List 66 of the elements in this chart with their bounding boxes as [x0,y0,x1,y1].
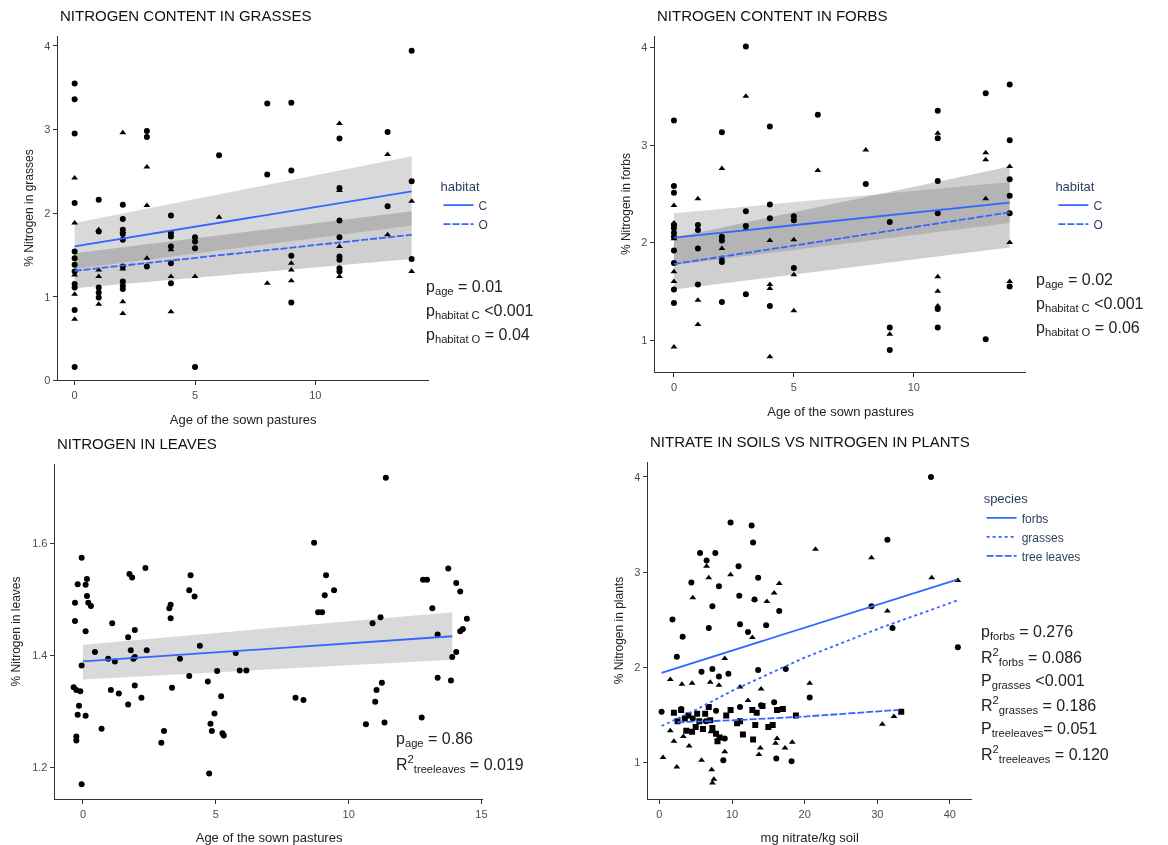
annotation: p$_{age}$ = 0.01 [426,278,504,298]
text: R$^{2}$$_{grasses}$ = 0.186 [981,694,1097,717]
y-tick-label: 1 [44,290,51,303]
legend-label: O [1093,217,1103,232]
x-axis-title: Age of the sown pastures [767,404,915,420]
annotation: R$^{2}$$_{treeleaves}$ = 0.019 [396,753,524,776]
y-tick-label: 3 [634,565,641,578]
y-axis-title: % Nitrogen in plants [611,576,626,685]
text: R$^{2}$$_{treeleaves}$ = 0.120 [981,743,1109,766]
x-tick-label: 10 [309,388,322,401]
text: P$_{grasses}$ <0.001 [981,672,1085,692]
chart-title: NITROGEN CONTENT IN GRASSES [60,7,312,24]
y-tick-label: 4 [641,41,648,54]
text: p$_{habitat C}$ <0.001 [1036,295,1144,315]
chart-title: NITROGEN CONTENT IN FORBS [657,7,888,24]
legend-title: species [983,491,1029,507]
x-tick-label: 5 [191,388,199,401]
y-axis-title: % Nitrogen in leaves [9,576,24,687]
x-tick-label: 10 [342,807,355,820]
y-tick-label: 1 [641,333,648,346]
x-tick-label: 0 [656,807,663,820]
x-tick-label: 0 [79,807,87,820]
legend-label: O [478,217,488,232]
annotation: p$_{age}$ = 0.86 [396,730,474,750]
x-tick-label: 30 [871,807,884,820]
x-tick-label: 5 [790,380,797,393]
y-tick-label: 1.6 [32,537,48,550]
legend-title: habitat [1055,178,1095,194]
legend-label: forbs [1021,511,1049,526]
x-axis-title: mg nitrate/kg soil [760,830,859,845]
y-tick-label: 1 [634,756,641,769]
annotation: p$_{habitat O}$ = 0.04 [426,326,530,346]
x-tick-label: 20 [798,807,811,820]
legend-label: C [478,198,488,213]
y-axis-title: % Nitrogen in grasses [21,149,36,267]
y-tick-label: 3 [44,123,51,136]
y-tick-label: 1.4 [32,649,48,662]
y-tick-label: 3 [641,138,648,151]
x-axis-title: Age of the sown pastures [169,412,318,428]
text: R$^{2}$$_{forbs}$ = 0.086 [981,646,1083,669]
y-tick-label: 2 [634,660,641,673]
y-tick-label: 4 [634,470,641,483]
x-tick-label: 10 [907,380,920,393]
legend-label: C [1093,198,1103,213]
text: p$_{age}$ = 0.02 [1036,271,1114,291]
text: p$_{forbs}$ = 0.276 [981,623,1074,643]
y-tick-label: 2 [44,206,51,219]
y-axis-title: % Nitrogen in forbs [618,153,633,256]
y-tick-label: 4 [44,39,51,52]
annotation: p$_{habitat C}$ <0.001 [426,302,534,322]
y-tick-label: 2 [641,236,648,249]
text: P$_{treeleaves}$= 0.051 [981,720,1098,740]
x-tick-label: 0 [670,380,677,393]
chart-title: NITROGEN IN LEAVES [57,435,217,452]
x-tick-label: 15 [475,807,488,820]
text: p$_{habitat O}$ = 0.06 [1036,319,1140,339]
legend-label: grasses [1021,530,1064,545]
chart-title: NITRATE IN SOILS VS NITROGEN IN PLANTS [650,433,970,450]
legend-title: habitat [440,178,480,194]
x-axis-title: Age of the sown pastures [195,830,343,845]
x-tick-label: 0 [71,388,78,401]
legend-label: tree leaves [1021,549,1081,564]
x-tick-label: 10 [725,807,739,820]
x-tick-label: 5 [212,807,219,820]
y-tick-label: 1.2 [32,761,48,774]
x-tick-label: 40 [943,807,956,820]
